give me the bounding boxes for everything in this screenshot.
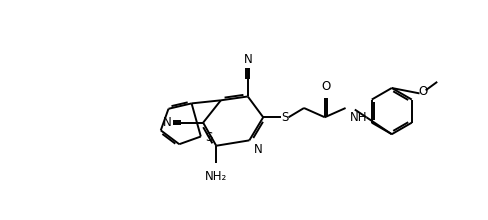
Text: S: S — [281, 111, 288, 124]
Text: NH₂: NH₂ — [205, 170, 227, 183]
Text: NH: NH — [349, 111, 367, 124]
Text: O: O — [418, 85, 427, 98]
Text: O: O — [321, 80, 330, 93]
Text: N: N — [244, 53, 252, 66]
Text: N: N — [254, 143, 263, 156]
Text: N: N — [163, 116, 171, 129]
Text: S: S — [205, 131, 213, 144]
